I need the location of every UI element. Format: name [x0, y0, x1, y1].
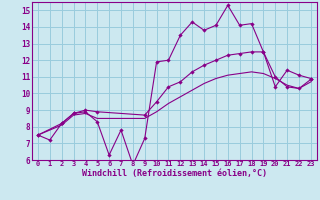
X-axis label: Windchill (Refroidissement éolien,°C): Windchill (Refroidissement éolien,°C)	[82, 169, 267, 178]
